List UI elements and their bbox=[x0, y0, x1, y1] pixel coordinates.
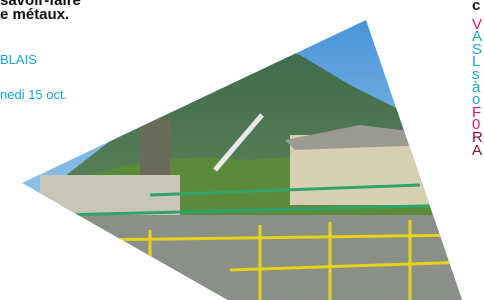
photo bbox=[0, 0, 484, 300]
sidebar-letter: A bbox=[472, 145, 483, 158]
page: savoir-faire e métaux. BLAIS nedi 15 oct… bbox=[0, 0, 484, 300]
sidebar-heading: c bbox=[472, 0, 483, 13]
